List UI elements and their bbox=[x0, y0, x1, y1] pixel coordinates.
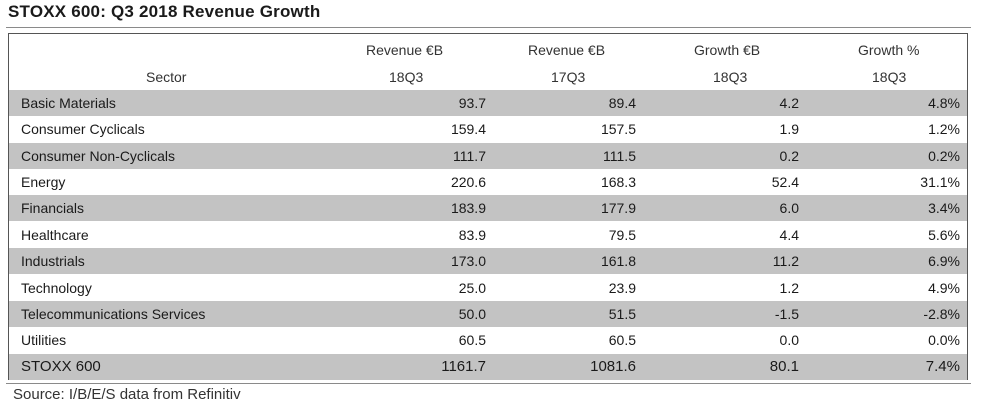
rev17-cell: 157.5 bbox=[600, 121, 636, 137]
header-pct-label: Growth % bbox=[858, 42, 920, 58]
rev18-cell: 50.0 bbox=[458, 306, 486, 322]
growth-cell: 1.2 bbox=[779, 280, 799, 296]
growth-pct-cell: -2.8% bbox=[923, 306, 960, 322]
table-row: Healthcare 83.9 79.5 4.4 5.6% bbox=[9, 222, 967, 248]
rev18-cell: 220.6 bbox=[450, 174, 486, 190]
rev17-cell: 161.8 bbox=[600, 253, 636, 269]
table-row: Basic Materials 93.7 89.4 4.2 4.8% bbox=[9, 90, 967, 116]
sector-cell: Technology bbox=[21, 280, 92, 296]
table-row: Industrials 173.0 161.8 11.2 6.9% bbox=[9, 248, 967, 274]
table-row: Technology 25.0 23.9 1.2 4.9% bbox=[9, 275, 967, 301]
rev17-cell: 168.3 bbox=[600, 174, 636, 190]
growth-pct-cell: 5.6% bbox=[928, 227, 960, 243]
header-sector: Sector bbox=[146, 69, 187, 85]
growth-cell: 1.9 bbox=[779, 121, 799, 137]
total-row: STOXX 600 1161.7 1081.6 80.1 7.4% bbox=[9, 354, 967, 380]
table-row: Consumer Cyclicals 159.4 157.5 1.9 1.2% bbox=[9, 116, 967, 142]
growth-pct-cell: 1.2% bbox=[928, 121, 960, 137]
growth-pct-cell: 4.9% bbox=[928, 280, 960, 296]
footer-divider bbox=[6, 383, 971, 384]
growth-pct-cell: 3.4% bbox=[928, 200, 960, 216]
source-note: Source: I/B/E/S data from Refinitiv bbox=[13, 386, 241, 403]
total-sector-cell: STOXX 600 bbox=[21, 358, 101, 375]
total-rev17-cell: 1081.6 bbox=[590, 358, 636, 375]
growth-pct-cell: 0.2% bbox=[928, 148, 960, 164]
growth-cell: 0.0 bbox=[779, 332, 799, 348]
rev17-cell: 51.5 bbox=[608, 306, 636, 322]
sector-cell: Industrials bbox=[21, 253, 85, 269]
rev18-cell: 159.4 bbox=[450, 121, 486, 137]
growth-pct-cell: 0.0% bbox=[928, 332, 960, 348]
table-row: Financials 183.9 177.9 6.0 3.4% bbox=[9, 195, 967, 221]
rev18-cell: 25.0 bbox=[458, 280, 486, 296]
growth-cell: 11.2 bbox=[772, 253, 799, 269]
total-growth-pct-cell: 7.4% bbox=[925, 358, 960, 375]
growth-cell: 6.0 bbox=[779, 200, 799, 216]
header-growth-label: Growth €B bbox=[694, 42, 761, 58]
growth-cell: 0.2 bbox=[779, 148, 799, 164]
sector-cell: Consumer Cyclicals bbox=[21, 121, 145, 137]
sector-cell: Basic Materials bbox=[21, 95, 116, 111]
growth-pct-cell: 4.8% bbox=[928, 95, 960, 111]
rev17-cell: 111.5 bbox=[603, 148, 636, 164]
growth-cell: 4.4 bbox=[779, 227, 799, 243]
table-row: Utilities 60.5 60.5 0.0 0.0% bbox=[9, 327, 967, 353]
title-divider bbox=[6, 27, 971, 28]
rev18-cell: 60.5 bbox=[458, 332, 486, 348]
sector-cell: Telecommunications Services bbox=[21, 306, 206, 322]
rev18-cell: 83.9 bbox=[458, 227, 486, 243]
growth-cell: 4.2 bbox=[779, 95, 799, 111]
total-rev18-cell: 1161.7 bbox=[441, 358, 486, 375]
growth-cell: 52.4 bbox=[771, 174, 799, 190]
table-row: Telecommunications Services 50.0 51.5 -1… bbox=[9, 301, 967, 327]
growth-pct-cell: 31.1% bbox=[920, 174, 960, 190]
rev17-cell: 89.4 bbox=[608, 95, 636, 111]
sector-cell: Utilities bbox=[21, 332, 67, 348]
table-row: Consumer Non-Cyclicals 111.7 111.5 0.2 0… bbox=[9, 143, 967, 169]
rev18-cell: 173.0 bbox=[450, 253, 486, 269]
rev18-cell: 111.7 bbox=[453, 148, 486, 164]
rev18-cell: 183.9 bbox=[450, 200, 486, 216]
header-pct-period: 18Q3 bbox=[872, 69, 907, 85]
header-growth-period: 18Q3 bbox=[713, 69, 748, 85]
header-rev18-label: Revenue €B bbox=[366, 42, 444, 58]
sector-cell: Energy bbox=[21, 174, 66, 190]
rev18-cell: 93.7 bbox=[458, 95, 486, 111]
sector-cell: Consumer Non-Cyclicals bbox=[21, 148, 176, 164]
header-rev18-period: 18Q3 bbox=[389, 69, 424, 85]
sector-cell: Financials bbox=[21, 200, 85, 216]
header-rev17-period: 17Q3 bbox=[551, 69, 586, 85]
page-title: STOXX 600: Q3 2018 Revenue Growth bbox=[8, 2, 321, 21]
rev17-cell: 23.9 bbox=[608, 280, 636, 296]
rev17-cell: 79.5 bbox=[608, 227, 636, 243]
rev17-cell: 177.9 bbox=[600, 200, 636, 216]
header-rev17-label: Revenue €B bbox=[528, 42, 606, 58]
total-growth-cell: 80.1 bbox=[769, 358, 799, 375]
growth-pct-cell: 6.9% bbox=[928, 253, 960, 269]
table-row: Energy 220.6 168.3 52.4 31.1% bbox=[9, 169, 967, 195]
sector-cell: Healthcare bbox=[21, 227, 89, 243]
growth-cell: -1.5 bbox=[774, 306, 799, 322]
rev17-cell: 60.5 bbox=[608, 332, 636, 348]
